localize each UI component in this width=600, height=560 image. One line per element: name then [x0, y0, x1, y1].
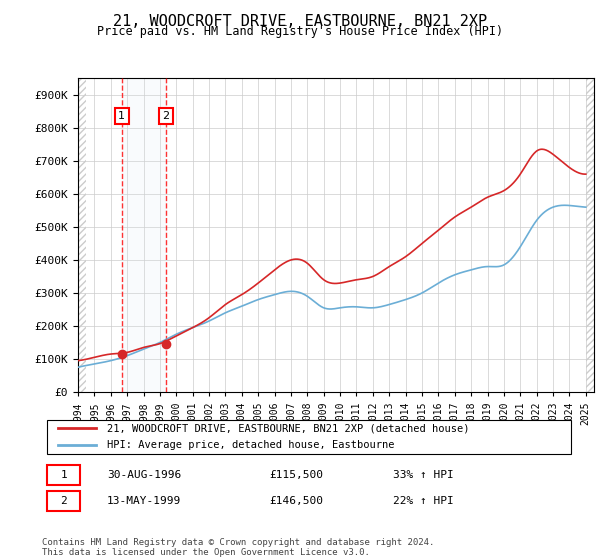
Text: 30-AUG-1996: 30-AUG-1996 [107, 470, 181, 480]
Text: 33% ↑ HPI: 33% ↑ HPI [393, 470, 454, 480]
Text: 2: 2 [163, 111, 170, 121]
Text: HPI: Average price, detached house, Eastbourne: HPI: Average price, detached house, East… [107, 440, 394, 450]
Text: 21, WOODCROFT DRIVE, EASTBOURNE, BN21 2XP (detached house): 21, WOODCROFT DRIVE, EASTBOURNE, BN21 2X… [107, 423, 469, 433]
Bar [122, 78, 166, 392]
Bar [586, 78, 594, 392]
FancyBboxPatch shape [47, 420, 571, 455]
Bar [78, 78, 86, 392]
Text: 21, WOODCROFT DRIVE, EASTBOURNE, BN21 2XP: 21, WOODCROFT DRIVE, EASTBOURNE, BN21 2X… [113, 14, 487, 29]
Text: £146,500: £146,500 [269, 496, 323, 506]
FancyBboxPatch shape [47, 491, 80, 511]
Text: 13-MAY-1999: 13-MAY-1999 [107, 496, 181, 506]
Text: 1: 1 [118, 111, 125, 121]
Text: Contains HM Land Registry data © Crown copyright and database right 2024.
This d: Contains HM Land Registry data © Crown c… [42, 538, 434, 557]
Text: £115,500: £115,500 [269, 470, 323, 480]
Text: Price paid vs. HM Land Registry's House Price Index (HPI): Price paid vs. HM Land Registry's House … [97, 25, 503, 38]
Text: 22% ↑ HPI: 22% ↑ HPI [393, 496, 454, 506]
Text: 1: 1 [60, 470, 67, 480]
FancyBboxPatch shape [47, 465, 80, 485]
Text: 2: 2 [60, 496, 67, 506]
